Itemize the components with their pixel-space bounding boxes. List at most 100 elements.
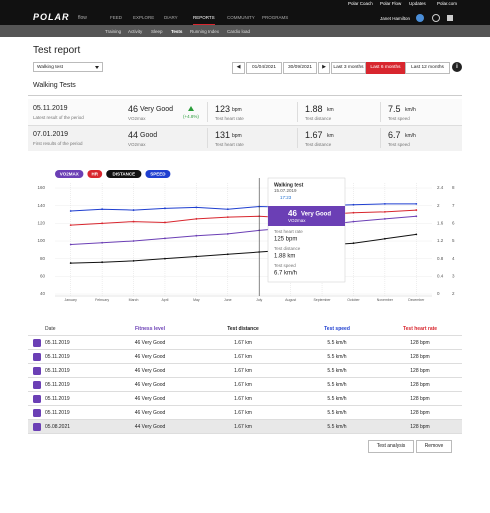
vo2max: 46 bbox=[128, 104, 139, 114]
point bbox=[132, 209, 135, 211]
legend-label: DISTANCE bbox=[112, 171, 135, 176]
nav-item[interactable]: DIARY bbox=[164, 15, 178, 20]
nav-item[interactable]: PROGRAMS bbox=[262, 15, 289, 20]
tooltip-text: Very Good bbox=[301, 212, 331, 218]
info-icon[interactable]: i bbox=[452, 62, 462, 72]
subnav-item[interactable]: Activity bbox=[128, 29, 143, 34]
icon[interactable] bbox=[432, 14, 440, 22]
y2-tick-label: 0 bbox=[437, 291, 440, 296]
point bbox=[383, 203, 386, 205]
walk-icon bbox=[33, 381, 41, 389]
separator bbox=[207, 102, 208, 122]
nav-item[interactable]: EXPLORE bbox=[133, 15, 155, 20]
nav-item[interactable]: REPORTS bbox=[193, 15, 215, 25]
date-from[interactable]: 01/04/2021 bbox=[246, 62, 282, 74]
product: flow bbox=[78, 15, 87, 21]
nav-item[interactable]: COMMUNITY bbox=[227, 15, 255, 20]
user-name[interactable]: Janet Hamilton bbox=[380, 16, 411, 21]
distance-unit: km bbox=[327, 107, 334, 113]
y2-tick-label: 2 bbox=[437, 203, 440, 208]
range-button[interactable]: Last 6 months bbox=[366, 62, 405, 74]
point bbox=[415, 233, 418, 236]
table-row: 05.11.2019 46 Very Good 1.67 km 5.5 km/h 128… bbox=[28, 349, 462, 364]
icon[interactable] bbox=[447, 15, 453, 21]
column-header: Test distance bbox=[227, 326, 259, 332]
table-row: 05.11.2019 46 Very Good 1.67 km 5.5 km/h 128… bbox=[28, 391, 462, 406]
subnav-item[interactable]: Sleep bbox=[151, 29, 163, 34]
table-cell: 5.5 km/h bbox=[327, 396, 347, 402]
point bbox=[226, 233, 229, 235]
section-title: Walking Tests bbox=[33, 82, 76, 89]
walk-icon bbox=[33, 353, 41, 361]
top-link[interactable]: Updates bbox=[409, 1, 426, 6]
table-cell: 128 bpm bbox=[410, 382, 430, 388]
y-tick-label: 100 bbox=[37, 238, 45, 243]
column-header: Date bbox=[45, 326, 56, 332]
distance-unit: km bbox=[327, 133, 334, 139]
point bbox=[352, 211, 355, 214]
legend-chip bbox=[87, 170, 103, 178]
avatar[interactable] bbox=[416, 14, 424, 22]
tooltip-text: Walking test bbox=[274, 182, 304, 188]
y3-tick-label: 8 bbox=[452, 185, 455, 190]
metric-label: VO2max bbox=[128, 116, 146, 121]
subnav-item[interactable]: Tests bbox=[171, 29, 183, 34]
separator bbox=[380, 102, 381, 122]
x-tick-label: May bbox=[193, 298, 200, 302]
x-tick-label: December bbox=[408, 298, 425, 302]
table-cell: 46 Very Good bbox=[134, 410, 166, 416]
tooltip-text: VO2max bbox=[288, 218, 306, 223]
table-cell: 05.11.2019 bbox=[45, 340, 70, 346]
action-button[interactable]: Remove bbox=[416, 440, 452, 453]
range-button[interactable]: Last 12 months bbox=[405, 62, 450, 74]
speed-unit: km/h bbox=[405, 107, 416, 113]
next-button[interactable]: ▶ bbox=[318, 62, 330, 74]
point bbox=[164, 237, 166, 240]
nav-item[interactable]: FEED bbox=[110, 15, 123, 20]
hr-unit: bpm bbox=[232, 107, 242, 113]
tooltip-text: 125 bpm bbox=[274, 237, 297, 243]
table-cell: 128 bpm bbox=[410, 354, 430, 360]
table-cell: 1.67 km bbox=[234, 368, 252, 374]
range-button[interactable]: Last 3 months bbox=[331, 62, 366, 74]
table-cell: 128 bpm bbox=[410, 368, 430, 374]
date-to[interactable]: 30/09/2021 bbox=[283, 62, 317, 74]
prev-button[interactable]: ◀ bbox=[232, 62, 245, 74]
x-tick-label: October bbox=[347, 298, 360, 302]
table-cell: 5.5 km/h bbox=[327, 340, 347, 346]
point bbox=[352, 203, 355, 206]
y2-tick-label: 0.4 bbox=[437, 274, 444, 279]
point bbox=[415, 209, 418, 211]
top-link[interactable]: Polar.com bbox=[437, 1, 458, 6]
subnav-item[interactable]: Running Index bbox=[190, 29, 220, 34]
point bbox=[101, 208, 104, 211]
subnav-item[interactable]: Training bbox=[105, 29, 122, 34]
hr-unit: bpm bbox=[232, 133, 242, 139]
subnav-item[interactable]: Cardio load bbox=[227, 29, 251, 34]
top-link[interactable]: Polar Coach bbox=[348, 1, 373, 6]
table-cell: 128 bpm bbox=[410, 396, 430, 402]
point bbox=[383, 210, 386, 213]
table-cell: 1.67 km bbox=[234, 354, 252, 360]
tooltip bbox=[267, 177, 346, 283]
y3-tick-label: 7 bbox=[452, 203, 455, 208]
point bbox=[195, 255, 198, 258]
table-cell: 128 bpm bbox=[410, 340, 430, 346]
y3-tick-label: 4 bbox=[452, 256, 455, 261]
y-tick-label: 120 bbox=[37, 221, 45, 226]
y-tick-label: 140 bbox=[37, 203, 45, 208]
action-button[interactable]: Test analysis bbox=[368, 440, 414, 453]
point bbox=[195, 206, 198, 209]
summary-row-bg bbox=[28, 99, 462, 125]
tooltip-banner bbox=[268, 206, 345, 226]
logo[interactable]: POLAR bbox=[33, 12, 70, 22]
test-select[interactable]: Walking test bbox=[33, 62, 103, 72]
point bbox=[69, 262, 72, 264]
summary-date: 05.11.2019 bbox=[33, 105, 68, 112]
table-cell: 05.11.2019 bbox=[45, 368, 70, 374]
top-link[interactable]: Polar Flow bbox=[380, 1, 402, 6]
series-line bbox=[70, 209, 417, 226]
y3-tick-label: 6 bbox=[452, 221, 455, 226]
point bbox=[383, 237, 386, 240]
column-header: Test speed bbox=[324, 326, 350, 332]
